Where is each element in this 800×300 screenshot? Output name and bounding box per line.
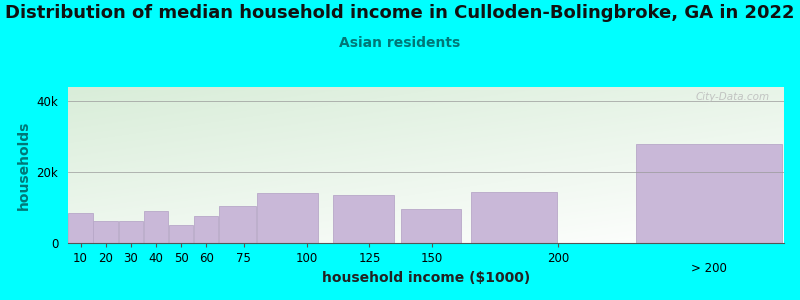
Bar	[219, 206, 256, 243]
X-axis label: household income ($1000): household income ($1000)	[322, 271, 530, 285]
Bar	[118, 221, 143, 243]
Bar	[401, 209, 462, 243]
Y-axis label: households: households	[17, 120, 31, 210]
Bar	[68, 213, 93, 243]
Text: Distribution of median household income in Culloden-Bolingbroke, GA in 2022: Distribution of median household income …	[6, 4, 794, 22]
Text: City-Data.com: City-Data.com	[695, 92, 770, 102]
Bar	[169, 225, 194, 243]
Bar	[94, 221, 118, 243]
Bar	[333, 195, 394, 243]
Bar	[144, 211, 168, 243]
Bar	[635, 144, 782, 243]
Bar	[471, 192, 557, 243]
Bar	[194, 216, 218, 243]
Text: > 200: > 200	[690, 262, 726, 275]
Text: Asian residents: Asian residents	[339, 36, 461, 50]
Bar	[258, 194, 318, 243]
